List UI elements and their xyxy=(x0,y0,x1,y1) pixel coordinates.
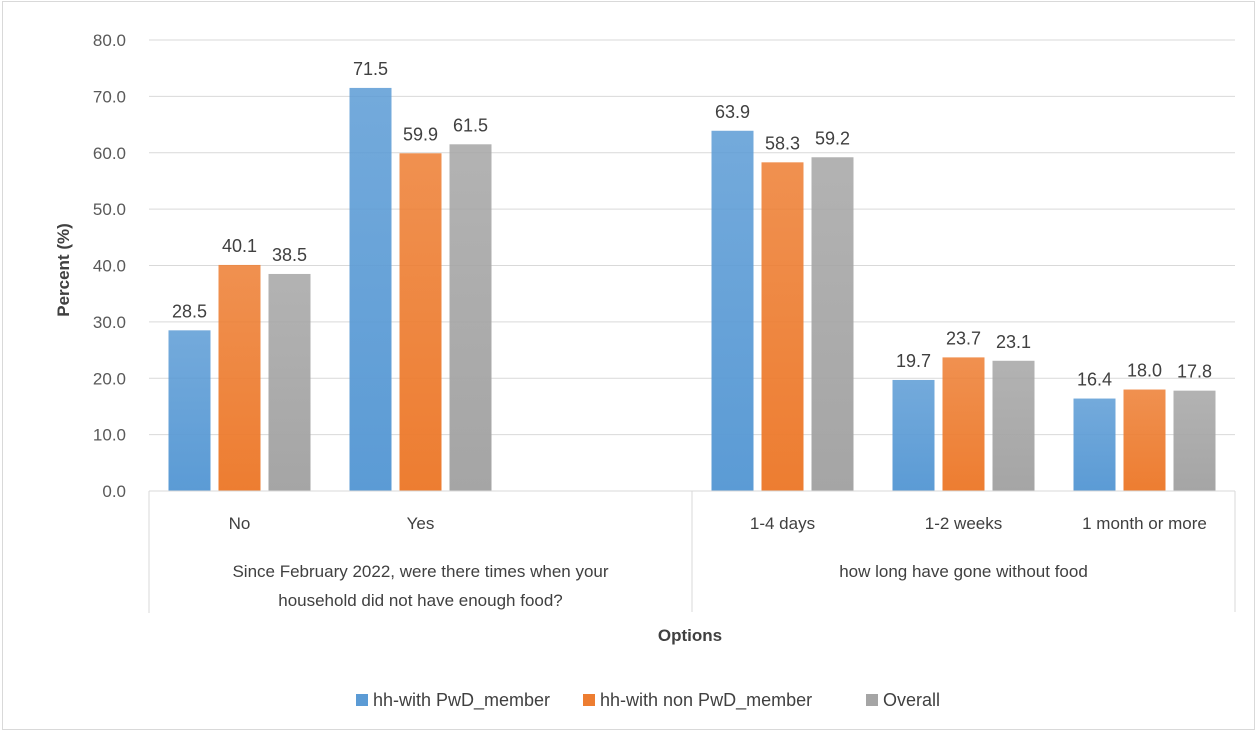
bar xyxy=(168,330,211,491)
bar xyxy=(268,273,311,491)
x-tick-label: 1-2 weeks xyxy=(925,514,1002,533)
data-label: 59.2 xyxy=(815,128,850,148)
legend-label: Overall xyxy=(883,690,940,710)
y-tick-label: 70.0 xyxy=(93,87,126,106)
y-tick-label: 50.0 xyxy=(93,200,126,219)
data-label: 17.8 xyxy=(1177,362,1212,382)
data-label: 59.9 xyxy=(403,124,438,144)
x-tick-label: No xyxy=(229,514,251,533)
bar xyxy=(761,162,804,492)
bar xyxy=(711,130,754,492)
data-label: 28.5 xyxy=(172,301,207,321)
data-label: 19.7 xyxy=(896,351,931,371)
bar xyxy=(892,379,935,491)
x-group-label: how long have gone without food xyxy=(839,562,1088,581)
bar xyxy=(218,264,261,491)
x-group-label: Since February 2022, were there times wh… xyxy=(232,562,608,581)
y-tick-label: 40.0 xyxy=(93,257,126,276)
bars xyxy=(168,87,1216,492)
legend-label: hh-with PwD_member xyxy=(373,690,550,711)
x-tick-label: 1-4 days xyxy=(750,514,815,533)
data-label: 23.7 xyxy=(946,328,981,348)
data-label: 16.4 xyxy=(1077,370,1112,390)
x-tick-label: Yes xyxy=(407,514,435,533)
bar xyxy=(1173,390,1216,491)
x-axis: No Yes 1-4 days 1-2 weeks 1 month or more Sin… xyxy=(148,490,1236,613)
legend-label: hh-with non PwD_member xyxy=(600,690,812,711)
x-axis-title: Options xyxy=(658,626,722,645)
x-group-label: household did not have enough food? xyxy=(278,591,563,610)
bar xyxy=(811,157,854,491)
y-axis-title: Percent (%) xyxy=(54,223,73,317)
y-tick-label: 20.0 xyxy=(93,369,126,388)
legend: hh-with PwD_member hh-with non PwD_member… xyxy=(356,690,940,711)
bar xyxy=(942,357,985,491)
data-label: 40.1 xyxy=(222,236,257,256)
bar xyxy=(1073,398,1116,491)
bar-chart: 0.0 10.0 20.0 30.0 40.0 50.0 60.0 70.0 80.0 28.5… xyxy=(54,31,1236,711)
y-tick-label: 10.0 xyxy=(93,426,126,445)
y-tick-label: 30.0 xyxy=(93,313,126,332)
y-tick-label: 0.0 xyxy=(102,482,126,501)
bar xyxy=(399,153,442,491)
y-tick-label: 80.0 xyxy=(93,31,126,50)
data-label: 63.9 xyxy=(715,102,750,122)
data-labels: 28.5 40.1 38.5 71.5 59.9 61.5 63.9 58.3 59.2 19.7… xyxy=(172,59,1212,390)
bar xyxy=(1123,389,1166,491)
gridlines xyxy=(149,39,1235,436)
bar xyxy=(992,360,1035,491)
legend-swatch xyxy=(356,694,368,706)
data-label: 38.5 xyxy=(272,245,307,265)
bar xyxy=(349,87,392,491)
data-label: 71.5 xyxy=(353,59,388,79)
data-label: 23.1 xyxy=(996,332,1031,352)
data-label: 18.0 xyxy=(1127,361,1162,381)
y-tick-label: 60.0 xyxy=(93,144,126,163)
bar xyxy=(449,144,492,491)
y-axis-ticks: 0.0 10.0 20.0 30.0 40.0 50.0 60.0 70.0 80.0 xyxy=(93,31,126,501)
data-label: 61.5 xyxy=(453,115,488,135)
legend-swatch xyxy=(866,694,878,706)
x-tick-label: 1 month or more xyxy=(1082,514,1207,533)
legend-swatch xyxy=(583,694,595,706)
data-label: 58.3 xyxy=(765,133,800,153)
